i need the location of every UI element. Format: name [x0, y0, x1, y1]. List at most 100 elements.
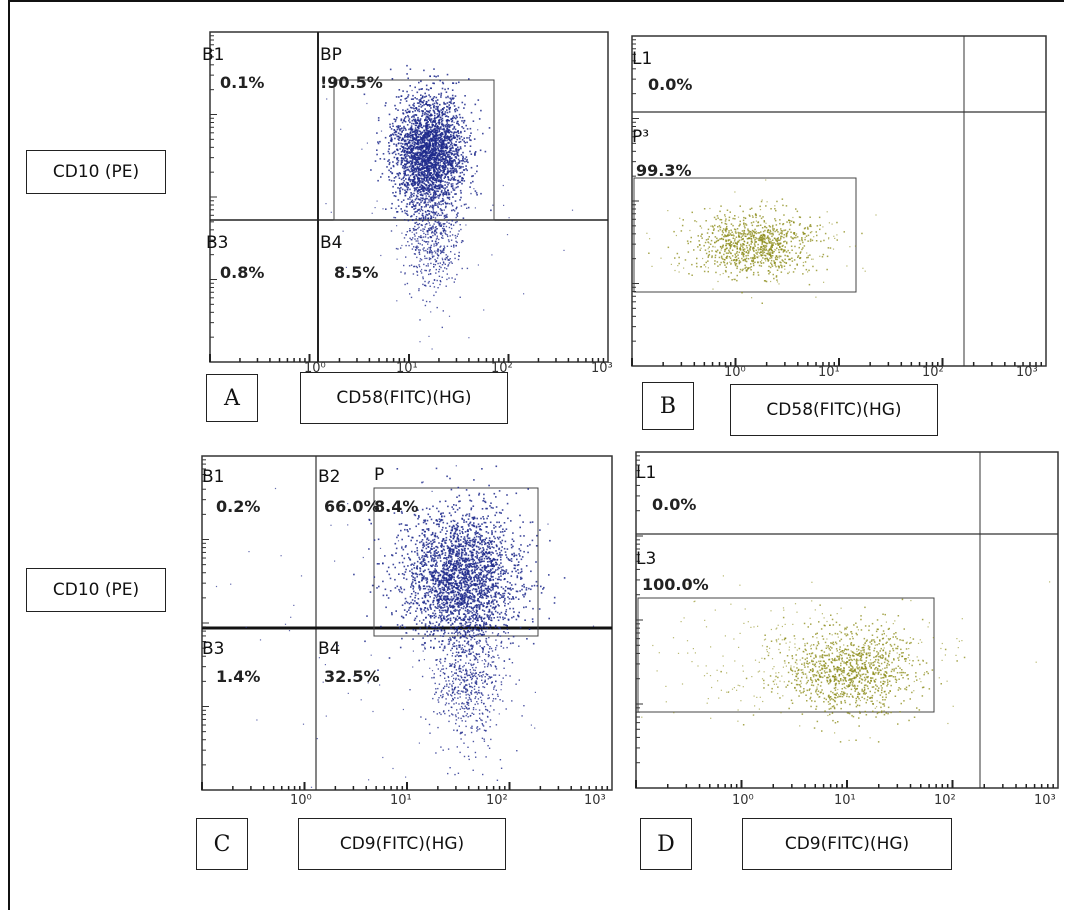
scatter-point [403, 149, 406, 152]
scatter-point [405, 97, 408, 99]
scatter-point [740, 243, 742, 246]
scatter-point [415, 228, 417, 231]
scatter-point [769, 229, 771, 232]
scatter-point [416, 575, 418, 578]
scatter-point [436, 250, 438, 252]
scatter-point [435, 96, 438, 99]
scatter-point [412, 152, 415, 154]
scatter-point [755, 241, 757, 243]
scatter-point [447, 264, 450, 266]
scatter-point [797, 256, 799, 258]
scatter-point [752, 249, 755, 251]
scatter-point [436, 137, 438, 140]
scatter-point [442, 180, 444, 182]
scatter-point [445, 216, 447, 219]
scatter-point [425, 213, 428, 216]
scatter-point [408, 145, 411, 148]
scatter-point [458, 141, 460, 143]
scatter-point [732, 224, 734, 227]
scatter-point [444, 232, 446, 234]
scatter-point [438, 180, 440, 183]
scatter-point [470, 139, 472, 142]
scatter-point [427, 149, 430, 152]
scatter-point [436, 237, 438, 239]
scatter-point [783, 214, 785, 216]
scatter-point [432, 144, 435, 147]
scatter-point [420, 270, 422, 272]
scatter-point [432, 234, 434, 237]
scatter-point [424, 152, 427, 155]
scatter-point [739, 247, 741, 249]
scatter-point [736, 247, 738, 249]
scatter-point [454, 179, 457, 181]
scatter-point [438, 123, 441, 125]
scatter-point [395, 96, 398, 98]
scatter-point [419, 319, 421, 321]
scatter-point [388, 152, 391, 155]
scatter-point [777, 231, 779, 233]
scatter-point [726, 255, 729, 257]
scatter-point [442, 148, 444, 150]
scatter-point [429, 105, 431, 107]
scatter-point [410, 151, 413, 154]
scatter-point [712, 226, 714, 228]
region-pct-b-l1: 0.0% [648, 75, 692, 94]
scatter-point [512, 597, 514, 599]
scatter-point [418, 204, 421, 206]
scatter-point [432, 153, 434, 156]
scatter-point [487, 651, 490, 653]
scatter-point [449, 97, 451, 100]
scatter-point [732, 242, 735, 244]
scatter-point [432, 173, 434, 176]
scatter-point [437, 149, 440, 151]
scatter-point [768, 231, 770, 234]
scatter-point [752, 260, 754, 262]
scatter-point [417, 240, 419, 242]
scatter-point [429, 109, 431, 112]
scatter-point [424, 118, 427, 121]
scatter-point [434, 212, 436, 214]
scatter-point [762, 216, 764, 218]
scatter-point [438, 112, 441, 114]
scatter-point [441, 114, 444, 117]
scatter-point [417, 172, 420, 174]
scatter-point [435, 161, 437, 163]
scatter-point [775, 258, 777, 261]
scatter-point [429, 586, 431, 588]
scatter-point [741, 230, 744, 232]
scatter-point [429, 248, 431, 251]
scatter-point [440, 214, 442, 216]
panel-label-c: C [196, 818, 248, 870]
scatter-point [413, 143, 415, 145]
scatter-point [434, 184, 437, 186]
scatter-point [447, 219, 450, 221]
scatter-point [399, 189, 401, 192]
scatter-point [436, 126, 439, 128]
scatter-point [399, 102, 402, 104]
scatter-point [746, 276, 748, 279]
scatter-point [435, 569, 437, 572]
scatter-point [752, 216, 754, 218]
scatter-point [687, 242, 689, 245]
scatter-point [443, 103, 445, 105]
scatter-point [415, 168, 418, 171]
scatter-point [758, 255, 760, 257]
scatter-point [425, 192, 428, 194]
scatter-point [432, 154, 435, 156]
scatter-point [396, 211, 398, 213]
scatter-point [470, 166, 473, 169]
scatter-point [426, 116, 429, 119]
scatter-point [739, 271, 741, 273]
scatter-point [714, 256, 717, 259]
scatter-point [449, 617, 452, 620]
scatter-point [670, 263, 672, 265]
scatter-point [457, 155, 460, 157]
scatter-point [431, 126, 433, 129]
scatter-point [442, 108, 444, 111]
scatter-point [436, 214, 439, 217]
scatter-point [421, 185, 424, 188]
scatter-point [854, 245, 857, 247]
scatter-point [474, 151, 477, 153]
scatter-point [448, 107, 450, 110]
scatter-point [738, 262, 741, 265]
